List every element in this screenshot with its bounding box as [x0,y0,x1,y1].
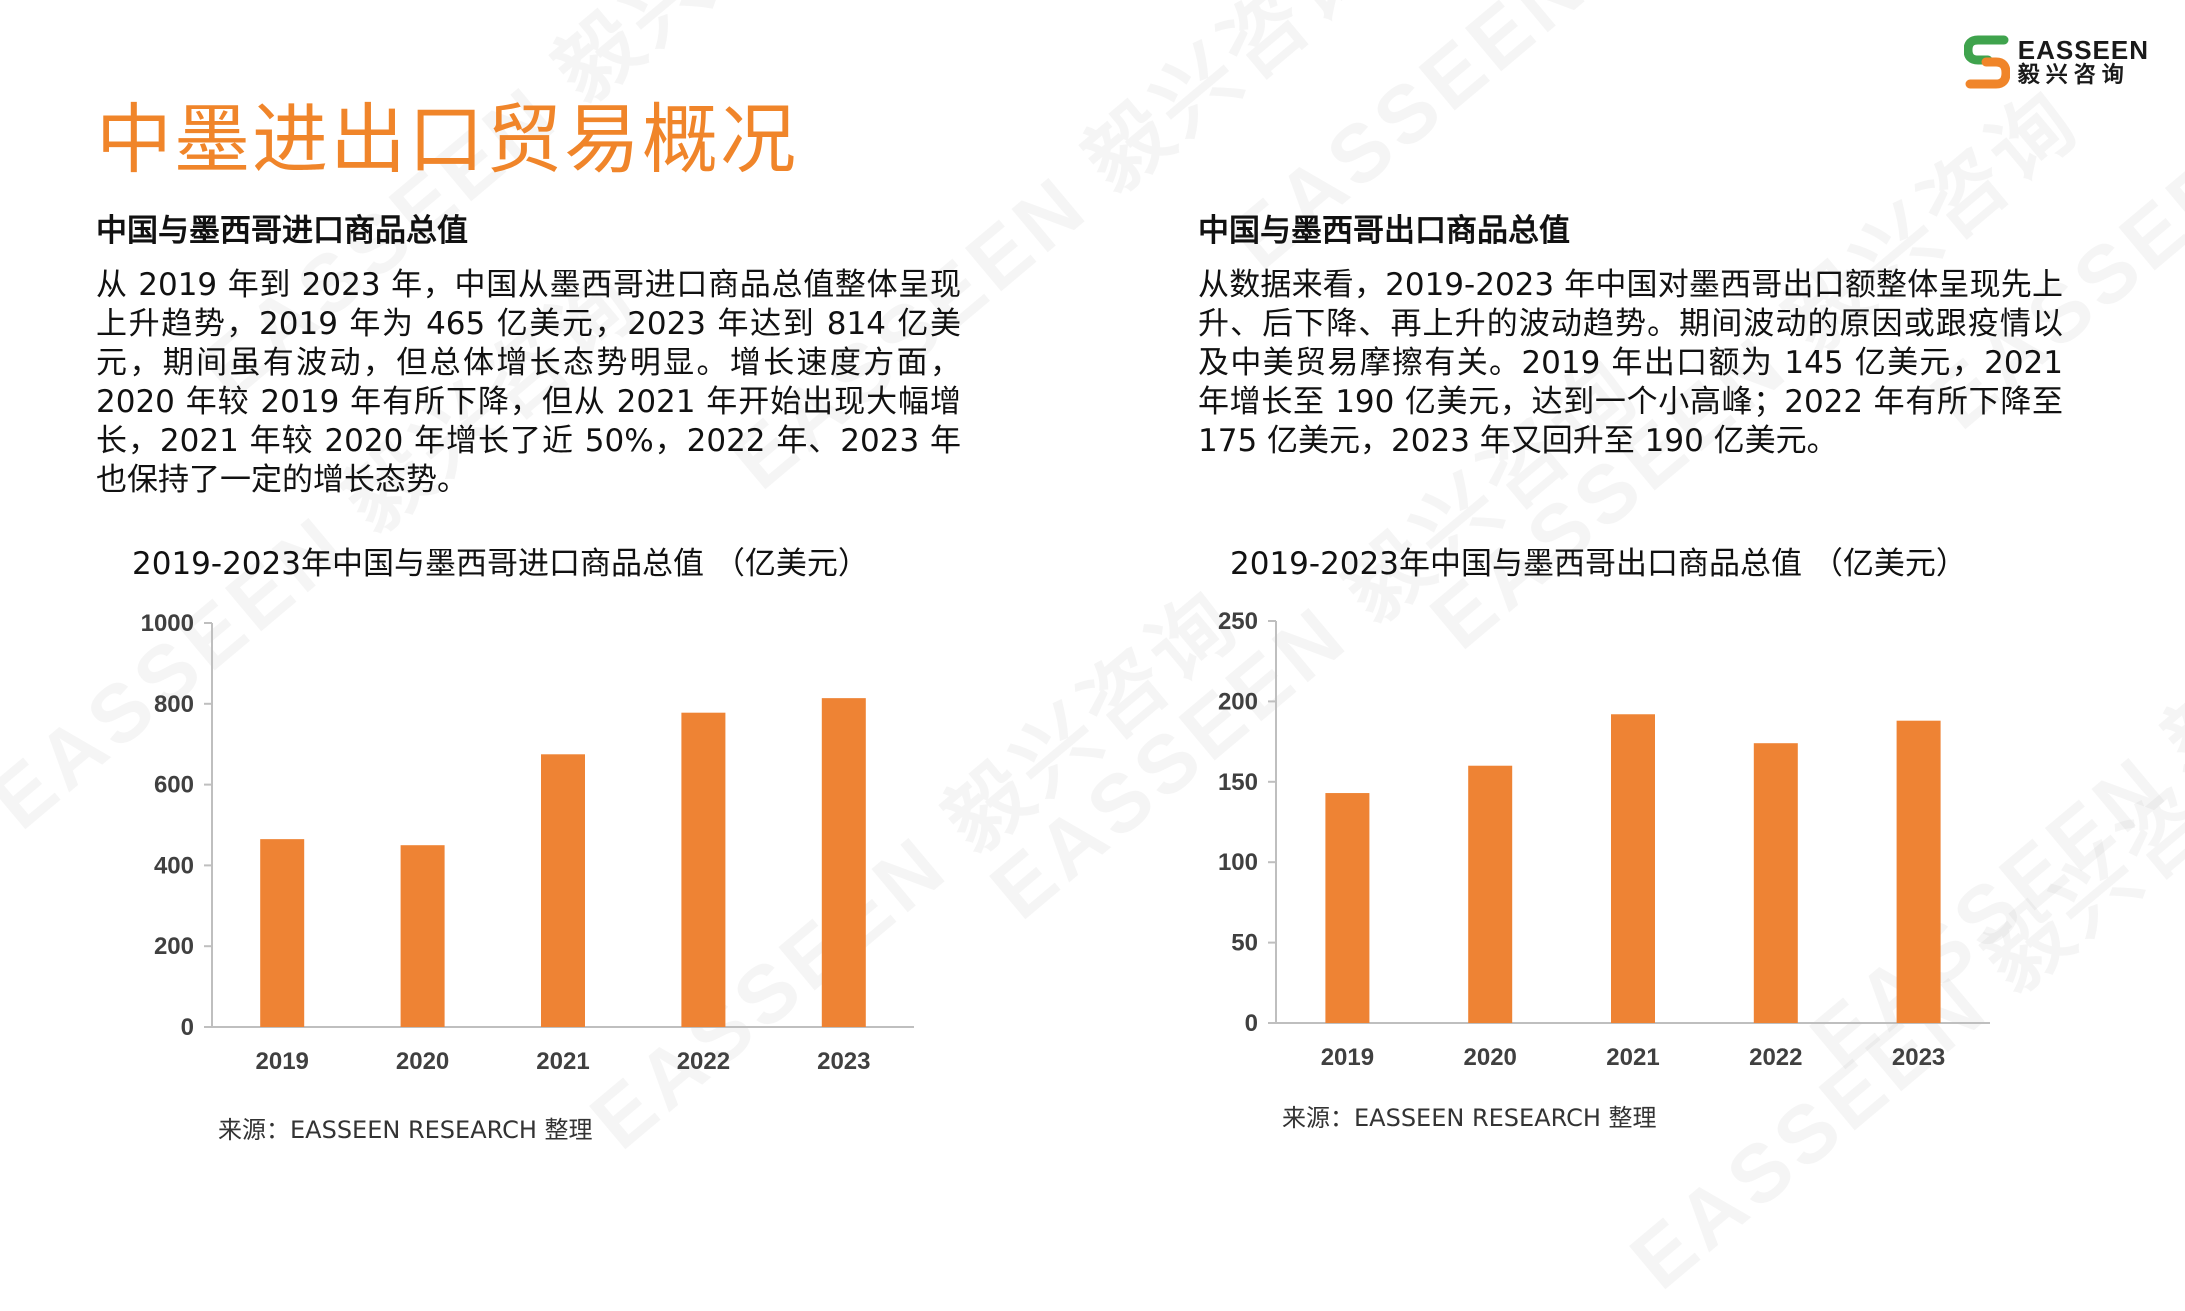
export-chart-title: 2019-2023年中国与墨西哥出口商品总值 （亿美元） [1230,546,1967,582]
import-section-title: 中国与墨西哥进口商品总值 [96,213,468,249]
bar-2021 [541,754,585,1027]
export-bar-chart: 0 50 100 150 200 250 2019 2020 2021 2022 2023 [1218,608,1990,1071]
import-bar-chart: 0 200 400 600 800 1000 2019 2020 2021 2022 2023 [141,610,914,1075]
bar-2022 [681,712,726,1027]
bar-2019 [260,839,305,1027]
x-tick-label: 2023 [1892,1044,1945,1071]
x-tick-label: 2020 [396,1048,449,1075]
bar-2023 [821,698,866,1027]
logo-text-cn: 毅兴咨询 [2017,63,2130,89]
bar-2023 [1896,720,1941,1023]
x-tick-label: 2020 [1464,1044,1517,1071]
y-tick-label: 200 [1218,688,1258,715]
import-panel: 中国与墨西哥进口商品总值 从 2019 年到 2023 年，中国从墨西哥进口商品… [96,205,976,500]
x-tick-label: 2021 [1606,1044,1659,1071]
export-section-title: 中国与墨西哥出口商品总值 [1198,213,1570,249]
x-tick-label: 2019 [256,1048,309,1075]
y-tick-label: 600 [154,772,194,799]
logo-s-icon [1963,35,2010,89]
y-tick-label: 400 [154,852,194,879]
bar-2022 [1753,743,1798,1023]
import-chart-title: 2019-2023年中国与墨西哥进口商品总值 （亿美元） [132,546,869,582]
y-tick-label: 800 [154,691,194,718]
export-panel: 中国与墨西哥出口商品总值 从数据来看，2019-2023 年中国对墨西哥出口额整… [1198,205,2078,461]
x-tick-label: 2022 [677,1048,730,1075]
y-tick-label: 250 [1218,608,1258,635]
y-tick-label: 100 [1218,849,1258,876]
x-tick-label: 2021 [536,1048,589,1075]
bar-2019 [1325,793,1370,1023]
bar-2020 [1468,765,1513,1023]
x-tick-label: 2023 [817,1048,870,1075]
export-description: 从数据来看，2019-2023 年中国对墨西哥出口额整体呈现先上升、后下降、再上… [1198,267,2063,459]
y-tick-label: 0 [1245,1010,1258,1037]
y-tick-label: 200 [154,933,194,960]
import-description: 从 2019 年到 2023 年，中国从墨西哥进口商品总值整体呈现上升趋势，20… [96,267,961,498]
y-tick-label: 1000 [141,610,194,637]
y-tick-label: 50 [1231,930,1258,957]
easseen-logo: EASSEEN 毅兴咨询 [1963,34,2149,90]
import-source-note: 来源：EASSEEN RESEARCH 整理 [218,1116,593,1144]
y-tick-label: 0 [181,1014,194,1041]
x-tick-label: 2022 [1749,1044,1802,1071]
export-source-note: 来源：EASSEEN RESEARCH 整理 [1282,1104,1657,1132]
y-tick-label: 150 [1218,769,1258,796]
page-title: 中墨进出口贸易概况 [96,95,798,184]
bar-2021 [1611,714,1655,1023]
x-tick-label: 2019 [1321,1044,1374,1071]
bar-2020 [400,845,445,1027]
logo-text-en: EASSEEN [2017,34,2149,65]
